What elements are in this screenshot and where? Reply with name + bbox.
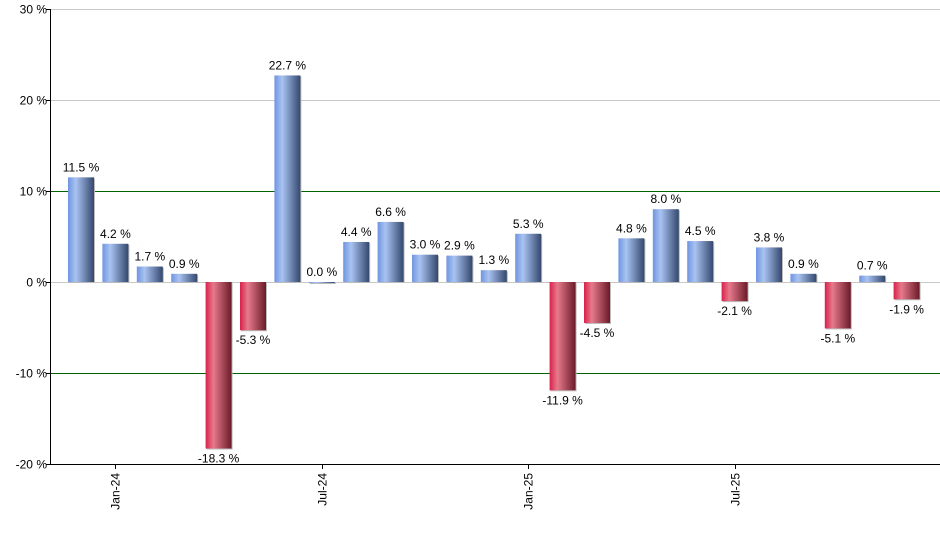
bar (68, 177, 94, 282)
x-tick-label: Jan-24 (109, 473, 123, 510)
bar-value-label: 1.3 % (478, 253, 509, 267)
bar-value-label: 4.4 % (341, 225, 372, 239)
bar (102, 243, 129, 282)
y-tick-label: -10 % (16, 367, 48, 381)
bar (859, 275, 886, 282)
bar (652, 209, 679, 282)
bar (618, 238, 645, 282)
bar (308, 282, 335, 283)
bar (480, 270, 507, 282)
bar (549, 282, 576, 391)
bar-value-label: 2.9 % (444, 239, 475, 253)
bar (893, 282, 920, 300)
bar-shadow (309, 283, 336, 284)
bar (377, 221, 404, 282)
bar-value-label: 0.7 % (857, 259, 888, 273)
bar-value-label: -18.3 % (198, 452, 240, 466)
y-tick-label: -20 % (16, 458, 48, 472)
bar (240, 282, 266, 331)
bar-value-label: 5.3 % (513, 217, 544, 231)
bar (343, 241, 370, 282)
bar (756, 247, 782, 282)
bar-value-label: 0.9 % (788, 257, 819, 271)
x-tick-label: Jul-25 (729, 473, 743, 506)
x-tick-label: Jul-24 (316, 473, 330, 506)
bar-value-label: 4.8 % (616, 221, 647, 235)
bar (515, 233, 542, 282)
bar-value-label: 3.8 % (754, 230, 785, 244)
y-tick-label: 10 % (20, 185, 48, 199)
bar-value-label: -5.1 % (820, 331, 855, 345)
bar (136, 266, 163, 282)
bar-value-label: -4.5 % (580, 326, 615, 340)
bar-value-label: 8.0 % (650, 192, 681, 206)
bar-value-label: 6.6 % (375, 205, 406, 219)
bar-value-label: -11.9 % (542, 393, 583, 407)
bar-value-label: 4.2 % (100, 227, 131, 241)
bar-value-label: -5.3 % (236, 333, 271, 347)
y-tick-label: 20 % (20, 94, 48, 108)
bar (687, 241, 714, 282)
bar-value-label: 0.9 % (169, 257, 200, 271)
bar-value-label: 22.7 % (269, 58, 307, 72)
bar-value-label: 0.0 % (306, 265, 337, 279)
bar (412, 254, 438, 282)
y-tick-label: 30 % (20, 3, 48, 17)
bar-value-label: -2.1 % (717, 304, 752, 318)
bar (721, 282, 748, 302)
gridlines (50, 9, 940, 374)
axes: -20 % -10 % 0 % 10 % 20 % 30 % Jan-24 Jul-24 Jan… (16, 3, 940, 510)
bar-value-label: 11.5 % (63, 160, 100, 174)
x-tick-label: Jan-25 (522, 473, 536, 510)
bars: 11.5 % 4.2 %1.7 % 0.9 % -18.3 % -5.3 % 22.7 %… (63, 58, 925, 465)
bar (205, 282, 232, 449)
bar-value-label: 4.5 % (685, 224, 716, 238)
y-tick-label: 0 % (26, 276, 47, 290)
bar-value-label: -1.9 % (889, 302, 924, 316)
bar (824, 282, 851, 329)
bar-value-label: 1.7 % (134, 250, 165, 264)
bar-value-label: 3.0 % (410, 238, 441, 252)
bar (790, 273, 817, 282)
bar (274, 75, 301, 283)
bar (446, 255, 473, 282)
bar (171, 273, 198, 282)
bar (584, 282, 610, 323)
